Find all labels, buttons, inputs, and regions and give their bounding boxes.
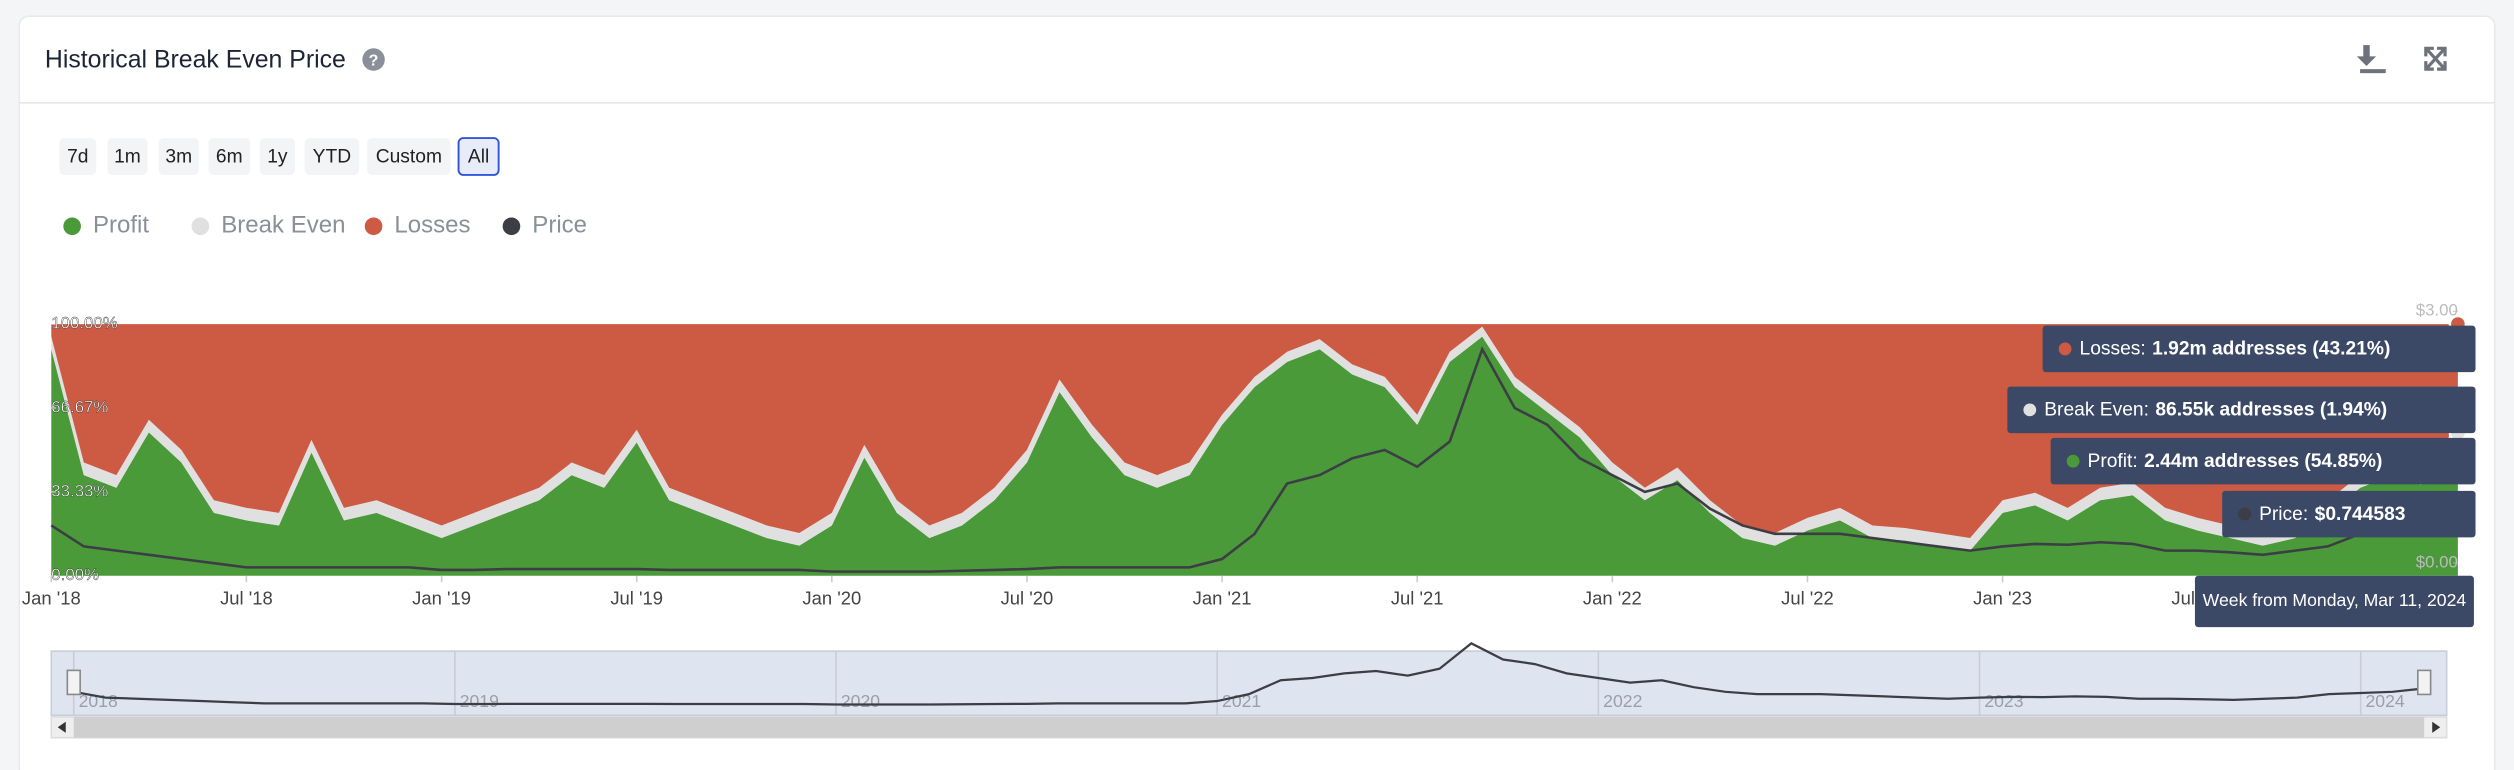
range-button[interactable] <box>367 138 451 175</box>
area-break-even <box>51 326 2458 551</box>
range-button-label[interactable]: Custom <box>376 146 442 167</box>
range-button[interactable] <box>107 138 148 175</box>
y-tick-label: 33.33% <box>51 481 108 500</box>
range-button[interactable] <box>59 138 97 175</box>
tooltip-footer: Week from Monday, Mar 11, 2024 <box>2203 590 2467 610</box>
range-button-label[interactable]: 7d <box>67 146 88 167</box>
legend-marker[interactable] <box>364 217 383 236</box>
y-tick-label: 0.00% <box>51 565 99 584</box>
legend-label[interactable]: Break Even <box>221 212 345 239</box>
x-tick-label: Jan '20 <box>802 588 861 609</box>
scrollbar-thumb[interactable] <box>73 716 2425 738</box>
navigator-label: 2021 <box>1222 691 1261 711</box>
tooltip-value: 86.55k addresses (1.94%) <box>2155 400 2387 421</box>
range-button-label[interactable]: All <box>468 146 489 167</box>
scrollbar-arrow-right[interactable] <box>2432 721 2441 733</box>
price-line <box>50 346 2459 573</box>
navigator-line <box>73 641 2425 706</box>
chart-title: Historical Break Even Price <box>45 47 346 74</box>
tooltip-box <box>2050 437 2476 485</box>
navigator-label: 2022 <box>1603 691 1642 711</box>
range-button[interactable] <box>457 137 500 176</box>
x-tick-label: Jul '18 <box>220 588 273 609</box>
tooltip-series: Profit: <box>2088 451 2138 472</box>
legend-label[interactable]: Profit <box>93 212 149 239</box>
tooltip-box <box>2042 325 2476 373</box>
area-profit <box>51 336 2458 576</box>
x-tick-label: Jan '19 <box>412 588 471 609</box>
legend-marker[interactable] <box>502 217 521 236</box>
range-button[interactable] <box>259 138 296 175</box>
y2-tick-label: $0.00 <box>2416 552 2458 571</box>
range-button-label[interactable]: 1m <box>114 146 141 167</box>
tooltip-marker <box>2023 403 2037 417</box>
scrollbar-arrow-left[interactable] <box>57 721 66 733</box>
x-tick-label: Jan '22 <box>1583 588 1642 609</box>
area-losses <box>51 324 2458 539</box>
x-tick-label: Jul '21 <box>1391 588 1444 609</box>
x-tick-label: Jan '23 <box>1973 588 2032 609</box>
tooltip-series: Break Even: <box>2044 400 2149 421</box>
download-icon[interactable] <box>2356 45 2386 74</box>
tooltip-text: Losses: 1.92m addresses (43.21%) <box>2080 339 2391 360</box>
navigator-label: 2020 <box>841 691 880 711</box>
y2-tick-label: $3.00 <box>2416 301 2458 320</box>
tooltip-marker <box>2238 507 2252 521</box>
x-tick-label: Jul '22 <box>1781 588 1834 609</box>
tooltip-series: Price: <box>2259 504 2308 525</box>
x-tick-label: Jul '19 <box>610 588 663 609</box>
tooltip-value: 2.44m addresses (54.85%) <box>2144 451 2382 472</box>
tooltip-marker <box>2058 342 2072 356</box>
plot-area <box>50 324 2459 576</box>
tooltip-marker <box>2066 454 2080 468</box>
tooltip-box <box>2007 386 2476 434</box>
tooltip-text: Price: $0.744583 <box>2259 504 2405 525</box>
legend-marker[interactable] <box>63 217 81 236</box>
navigator-label: 2023 <box>1984 691 2023 711</box>
range-button-label[interactable]: 6m <box>216 146 243 167</box>
navigator-label: 2019 <box>460 691 499 711</box>
legend-label[interactable]: Price <box>532 212 587 239</box>
legend-marker[interactable] <box>191 217 210 236</box>
tooltip-footer-box <box>2194 575 2474 628</box>
x-tick-label: Jul '20 <box>1001 588 1054 609</box>
y-tick-label: 66.67% <box>51 397 108 416</box>
x-tick-label: Jan '18 <box>22 588 81 609</box>
tooltip-text: Break Even: 86.55k addresses (1.94%) <box>2044 400 2387 421</box>
svg-text:?: ? <box>369 51 379 69</box>
legend-label[interactable]: Losses <box>394 212 470 239</box>
tooltip-value: 1.92m addresses (43.21%) <box>2152 339 2390 360</box>
tooltip-text: Profit: 2.44m addresses (54.85%) <box>2088 451 2383 472</box>
navigator-label: 2024 <box>2365 691 2404 711</box>
navigator-label: 2018 <box>79 691 118 711</box>
navigator-handle[interactable] <box>2416 669 2432 696</box>
range-button[interactable] <box>158 138 199 175</box>
range-button-label[interactable]: 3m <box>165 146 192 167</box>
tooltip-box <box>2222 490 2476 538</box>
help-icon[interactable]: ? <box>362 48 385 71</box>
y-tick-label: 100.00% <box>51 314 117 333</box>
navigator-handle[interactable] <box>66 669 81 696</box>
tooltip-value: $0.744583 <box>2315 504 2406 525</box>
x-tick-label: Jan '21 <box>1193 588 1252 609</box>
range-button[interactable] <box>208 138 251 175</box>
fullscreen-icon[interactable] <box>2424 46 2447 71</box>
range-button[interactable] <box>304 138 360 175</box>
range-button-label[interactable]: 1y <box>267 146 288 167</box>
tooltip-series: Losses: <box>2080 339 2146 360</box>
range-button-label[interactable]: YTD <box>313 146 351 167</box>
